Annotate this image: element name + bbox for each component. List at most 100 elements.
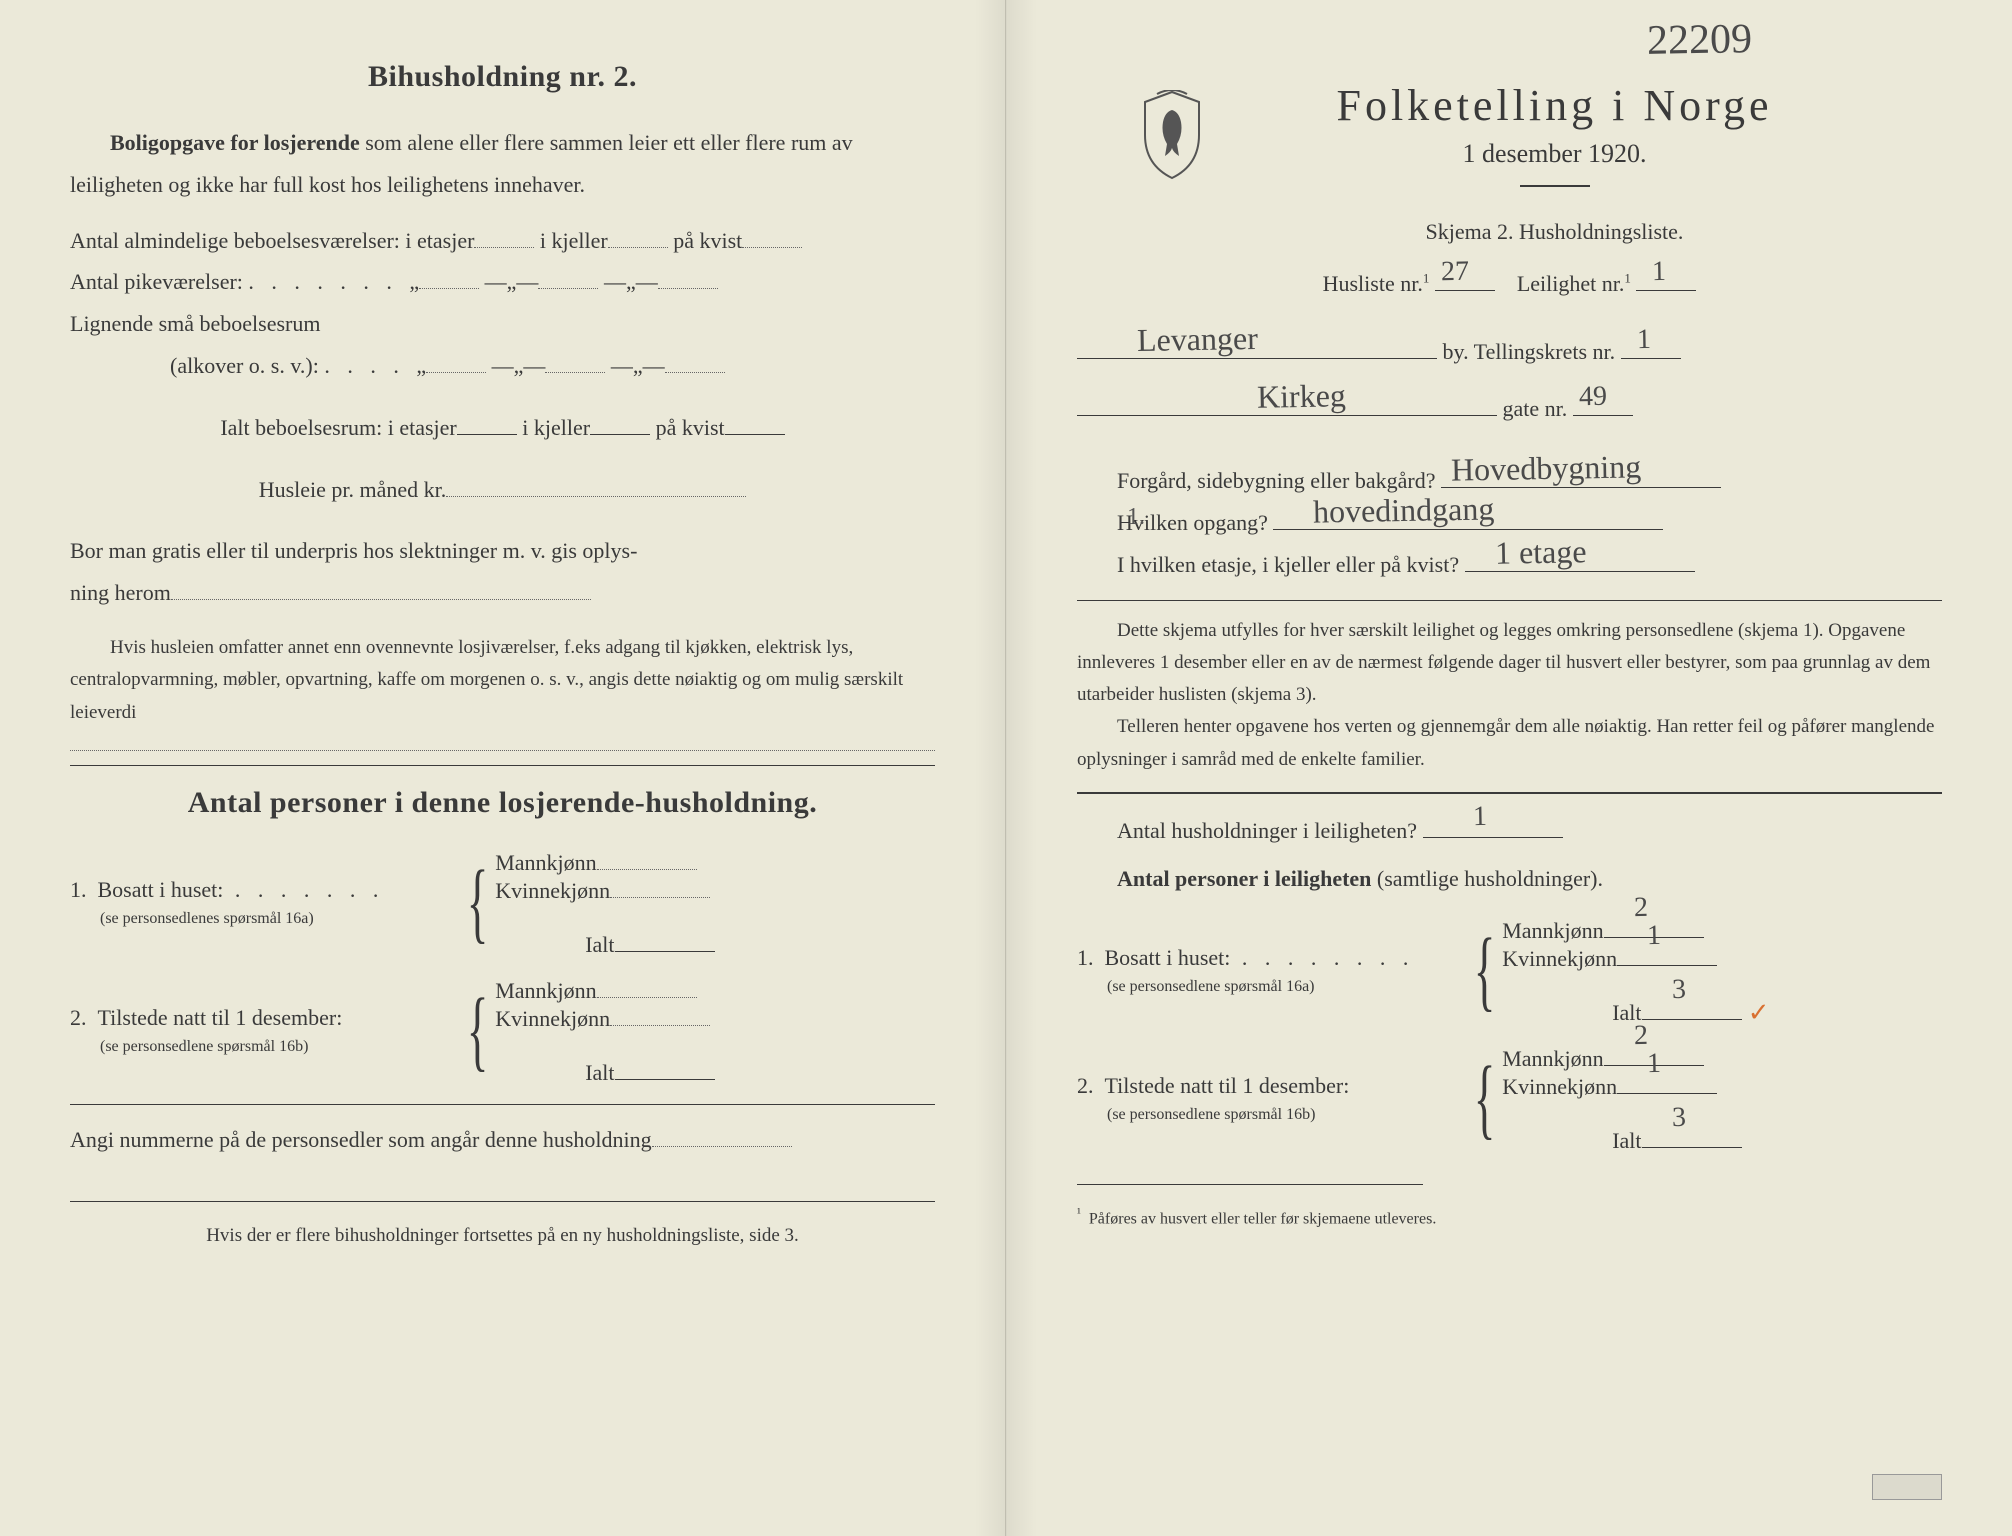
antal-pers-title-line: Antal personer i leiligheten (samtlige h… (1077, 858, 1942, 900)
antal-hush-blank: 1 (1423, 816, 1563, 838)
total-label: Ialt (1502, 1000, 1641, 1025)
forgard-line: Forgård, sidebygning eller bakgård? Hove… (1077, 460, 1942, 502)
blank (457, 413, 517, 435)
blank (171, 578, 591, 600)
right-page: 22209 Folketelling i Norge 1 desember 19… (1006, 0, 2012, 1536)
divider (70, 1201, 935, 1202)
instructions1: Dette skjema utfylles for hver særskilt … (1077, 615, 1942, 712)
on-loft-label: på kvist (656, 415, 725, 440)
by-blank: Levanger (1077, 337, 1437, 359)
q1-left: 1. Bosatt i huset: . . . . . . . (se per… (70, 877, 450, 929)
left-q1-block: 1. Bosatt i huset: . . . . . . . (se per… (70, 848, 935, 958)
female-label: Kvinnekjønn (495, 1006, 610, 1031)
q1-right: Mannkjønn Kvinnekjønn Ialt (495, 848, 714, 958)
handwritten-id: 22209 (1647, 15, 1753, 65)
q2-right: Mannkjønn Kvinnekjønn Ialt (495, 976, 714, 1086)
divider (70, 1104, 935, 1105)
underprice-line1: Bor man gratis eller til underpris hos s… (70, 530, 935, 572)
antal-hush-value: 1 (1472, 790, 1487, 843)
maid-rooms-label: Antal pikeværelser: (70, 269, 243, 294)
q2-label: Tilstede natt til 1 desember: (1105, 1073, 1350, 1098)
blank (538, 267, 598, 289)
angi-label: Angi nummerne på de personsedler som ang… (70, 1127, 652, 1152)
q1-right: Mannkjønn2 Kvinnekjønn1 Ialt3 ✓ (1502, 916, 1741, 1026)
q1-left: 1. Bosatt i huset: . . . . . . . . (se p… (1077, 945, 1457, 997)
gate-name-value: Kirkeg (1256, 366, 1346, 428)
q2-total-value: 3 (1671, 1102, 1686, 1134)
etasje-line: I hvilken etasje, i kjeller eller på kvi… (1077, 544, 1942, 586)
blank (597, 848, 697, 870)
left-page: Bihusholdning nr. 2. Boligopgave for los… (0, 0, 1006, 1536)
dots: . . . . . . . (223, 877, 384, 902)
antal-hush-label: Antal husholdninger i leiligheten? (1077, 818, 1417, 843)
q2-right: Mannkjønn2 Kvinnekjønn1 Ialt3 (1502, 1044, 1741, 1154)
leilighet-blank: 1 (1636, 269, 1696, 291)
q1-label: Bosatt i huset: (1105, 945, 1231, 970)
female-label: Kvinnekjønn (495, 878, 610, 903)
dots: . . . . (324, 353, 416, 378)
blank (658, 267, 718, 289)
male-label: Mannkjønn (495, 978, 596, 1003)
q1-total-blank: 3 (1642, 998, 1742, 1020)
q1-sub: (se personsedlenes spørsmål 16a) (70, 910, 314, 927)
similar-rooms-line1: Lignende små beboelsesrum (70, 303, 935, 345)
in-cellar-label: i kjeller (522, 415, 590, 440)
underprice-line2: ning herom (70, 572, 935, 614)
leilighet-label: Leilighet nr. (1517, 271, 1625, 296)
q1-sub: (se personsedlene spørsmål 16a) (1077, 978, 1315, 995)
sup: 1 (1423, 270, 1430, 285)
blank (615, 1058, 715, 1080)
male-label: Mannkjønn (495, 850, 596, 875)
blank (446, 475, 746, 497)
leading-1: 1. (1127, 504, 1145, 531)
male-label: Mannkjønn (1502, 1046, 1603, 1071)
in-cellar-label: i kjeller (540, 228, 608, 253)
footnote-rule (1077, 1184, 1423, 1185)
opgang-value: hovedindgang (1313, 478, 1495, 542)
husliste-line: Husliste nr.1 27 Leilighet nr.1 1 (1077, 263, 1942, 305)
right-q1-block: 1. Bosatt i huset: . . . . . . . . (se p… (1077, 916, 1942, 1026)
fold-shadow (975, 0, 1005, 1536)
antal-hush-line: Antal husholdninger i leiligheten? 1 (1077, 810, 1942, 852)
krets-blank: 1 (1621, 337, 1681, 359)
q1-female-blank: 1 (1617, 944, 1717, 966)
q2-sub: (se personsedlene spørsmål 16b) (1077, 1106, 1315, 1123)
footnote-marker: ¹ (1077, 1205, 1081, 1220)
blank (725, 413, 785, 435)
total-label: Ialt (495, 1060, 614, 1085)
divider (1077, 600, 1942, 601)
gate-nr-value: 49 (1578, 370, 1607, 424)
total-rooms-label: Ialt beboelsesrum: i etasjer (220, 415, 456, 440)
main-title: Folketelling i Norge (1167, 80, 1942, 131)
rooms-ordinary-line: Antal almindelige beboelsesværelser: i e… (70, 220, 935, 262)
blank (597, 976, 697, 998)
ditto: „ (409, 269, 419, 294)
q2-female-blank: 1 (1617, 1072, 1717, 1094)
etasje-blank: 1 etage (1465, 550, 1695, 572)
blank (742, 226, 802, 248)
husliste-label: Husliste nr. (1323, 271, 1423, 296)
ditto: —„— (604, 269, 658, 294)
q2-female-value: 1 (1647, 1048, 1662, 1080)
ditto: —„— (611, 353, 665, 378)
opgang-label: Hvilken opgang? (1077, 510, 1268, 535)
blank (419, 267, 479, 289)
q2-total-blank: 3 (1642, 1126, 1742, 1148)
blank (665, 351, 725, 373)
q2-sub: (se personsedlene spørsmål 16b) (70, 1038, 308, 1055)
dots: . . . . . . . (248, 269, 409, 294)
crest-icon (1137, 90, 1207, 180)
rooms-ordinary-label: Antal almindelige beboelsesværelser: i e… (70, 228, 474, 253)
female-label: Kvinnekjønn (1502, 946, 1617, 971)
husliste-blank: 27 (1435, 269, 1495, 291)
rule (1520, 185, 1590, 187)
blank (652, 1125, 792, 1147)
male-label: Mannkjønn (1502, 918, 1603, 943)
leilighet-value: 1 (1652, 245, 1667, 298)
gate-name-blank: Kirkeg (1077, 394, 1497, 416)
fold-shadow (1007, 0, 1037, 1536)
q2-label: Tilstede natt til 1 desember: (98, 1005, 343, 1030)
rent-label: Husleie pr. måned kr. (259, 477, 447, 502)
blank (590, 413, 650, 435)
krets-value: 1 (1636, 312, 1651, 365)
